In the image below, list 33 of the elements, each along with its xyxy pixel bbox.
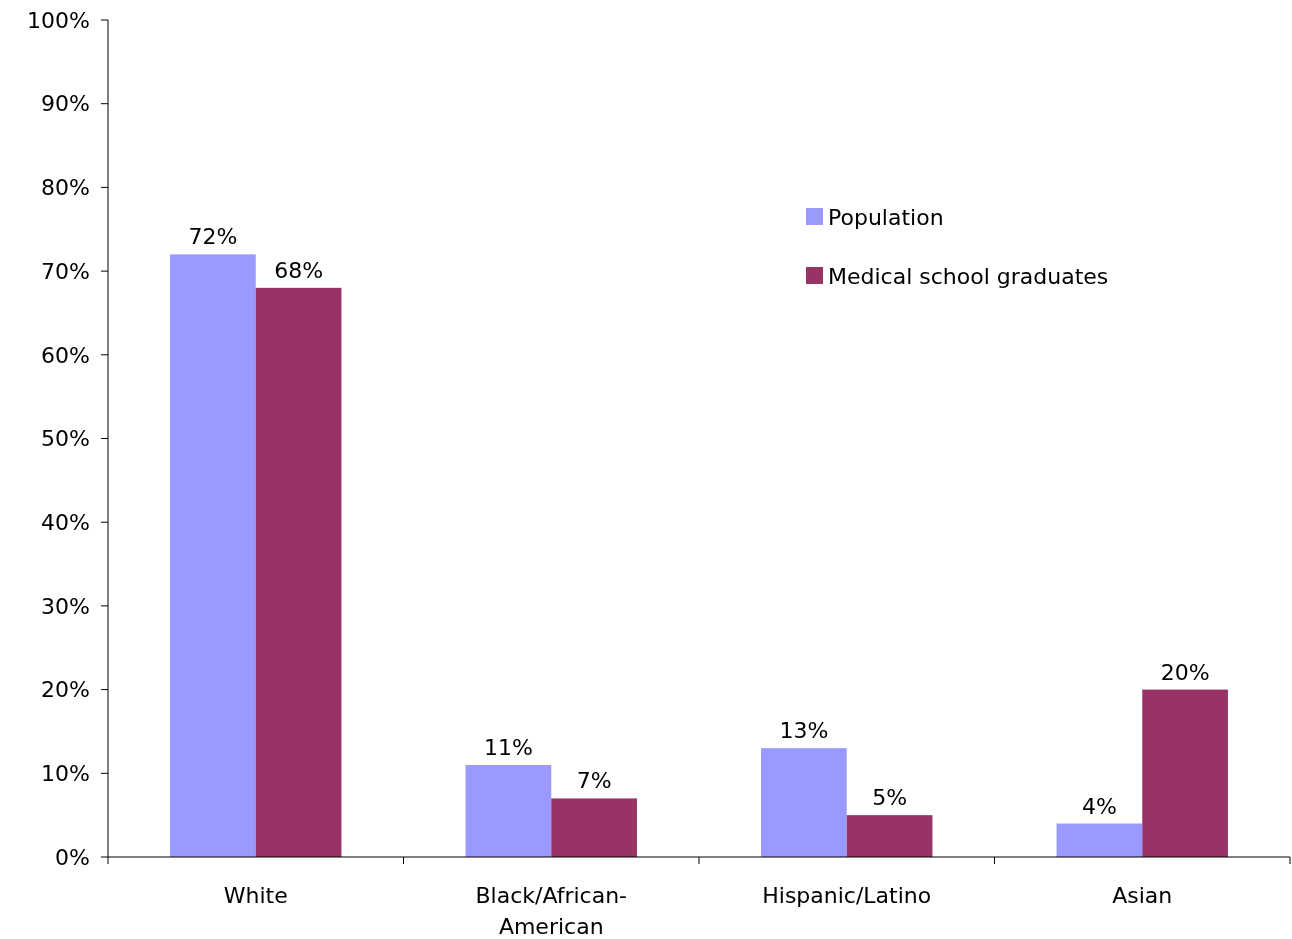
legend-label: Medical school graduates	[828, 263, 1109, 289]
legend-label: Population	[828, 204, 944, 230]
y-tick-label: 60%	[41, 342, 90, 368]
x-tick-label: White	[223, 883, 288, 908]
text: 5%	[872, 785, 908, 811]
y-tick-label: 80%	[41, 175, 90, 201]
text: 72%	[188, 224, 238, 250]
y-tick-label: 10%	[41, 761, 90, 786]
y-tick-label: 40%	[41, 509, 90, 535]
bar	[170, 254, 256, 857]
text: 11%	[483, 734, 533, 760]
text: 20%	[1160, 659, 1210, 685]
y-tick-label: 100%	[27, 7, 90, 33]
bar	[551, 798, 637, 857]
text: 4%	[1081, 793, 1117, 819]
bar	[761, 748, 847, 857]
bar	[1056, 823, 1143, 857]
x-tick-label: Hispanic/Latino	[762, 883, 932, 908]
y-tick-label: 50%	[41, 426, 90, 452]
y-tick-label: 70%	[41, 258, 90, 284]
bar	[846, 815, 933, 857]
y-tick-label: 30%	[41, 593, 90, 619]
y-tick-label: 0%	[55, 844, 90, 870]
text: 68%	[274, 257, 324, 283]
bar	[1142, 689, 1228, 857]
text: 13%	[779, 718, 829, 744]
y-tick-label: 20%	[41, 677, 90, 703]
y-tick-label: 90%	[41, 91, 90, 117]
bar	[255, 287, 342, 857]
bar	[465, 764, 552, 857]
text: 7%	[576, 768, 612, 794]
x-tick-label: Black/African-American	[475, 883, 628, 939]
x-tick-label: Asian	[1112, 883, 1173, 908]
